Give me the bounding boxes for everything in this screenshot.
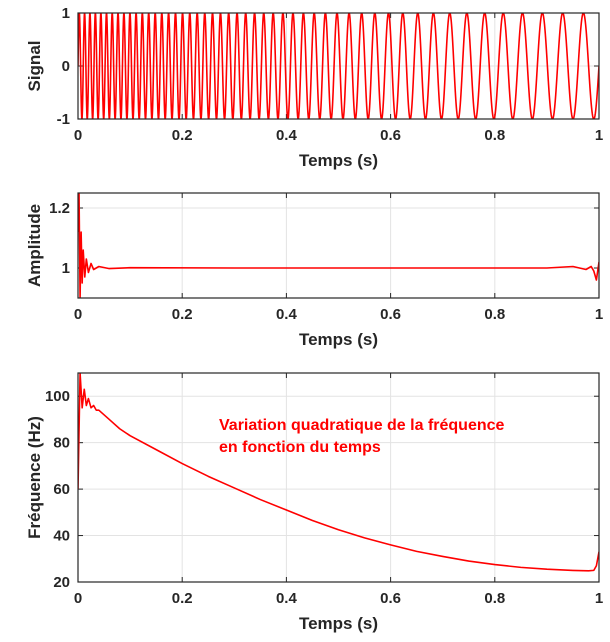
subplot-3: 0 0.2 0.4 0.6 0.8 1 20 40 60 80 100 Temps (s) Fréque… (25, 372, 603, 633)
x-tick-label: 0.6 (380, 590, 401, 607)
x-tick-label: 0.6 (380, 127, 401, 144)
x-axis-title: Temps (s) (299, 614, 378, 633)
x-tick-label: 0.6 (380, 306, 401, 323)
x-tick-label: 0.4 (276, 127, 298, 144)
y-tick-label: 20 (53, 574, 70, 591)
x-tick-label: 0.2 (172, 590, 193, 607)
axes-frame (77, 12, 600, 120)
axes-frame (77, 372, 600, 583)
y-tick-label: 1.2 (49, 200, 70, 217)
y-axis-title: Amplitude (25, 204, 44, 287)
y-tick-label: 40 (53, 528, 70, 545)
y-tick-label: 1 (62, 260, 70, 277)
x-tick-label: 0.8 (484, 590, 505, 607)
annotation-line: Variation quadratique de la fréquence (219, 417, 505, 434)
y-tick-label: 80 (53, 435, 70, 452)
y-tick-label: 100 (45, 388, 70, 405)
y-tick-label: 60 (53, 481, 70, 498)
series-group (78, 373, 599, 572)
axes-frame (77, 192, 600, 299)
x-tick-label: 1 (595, 306, 603, 323)
y-axis-title: Signal (25, 40, 44, 91)
series-group (78, 13, 599, 119)
x-tick-label: 0.4 (276, 590, 298, 607)
subplot-2: 0 0.2 0.4 0.6 0.8 1 1 1.2 Temps (s) Amplitude (25, 192, 603, 349)
y-axis-title: Fréquence (Hz) (25, 416, 44, 539)
x-tick-label: 0.2 (172, 127, 193, 144)
x-axis-title: Temps (s) (299, 330, 378, 349)
x-tick-label: 1 (595, 127, 603, 144)
x-axis-title: Temps (s) (299, 151, 378, 170)
series-line (78, 193, 599, 298)
series-group (78, 193, 599, 298)
x-tick-label: 0 (74, 306, 82, 323)
plot-area (78, 373, 599, 582)
y-tick-label: 0 (62, 58, 70, 75)
x-tick-label: 0.8 (484, 127, 505, 144)
x-tick-label: 0 (74, 127, 82, 144)
plot-area (78, 193, 599, 298)
x-tick-label: 0.8 (484, 306, 505, 323)
y-tick-label: -1 (57, 111, 70, 128)
x-tick-label: 0.2 (172, 306, 193, 323)
x-tick-label: 0.4 (276, 306, 298, 323)
series-line (78, 373, 599, 572)
y-tick-label: 1 (62, 5, 70, 22)
x-tick-label: 1 (595, 590, 603, 607)
annotation-line: en fonction du temps (219, 439, 381, 456)
x-tick-label: 0 (74, 590, 82, 607)
series-line (78, 13, 599, 119)
